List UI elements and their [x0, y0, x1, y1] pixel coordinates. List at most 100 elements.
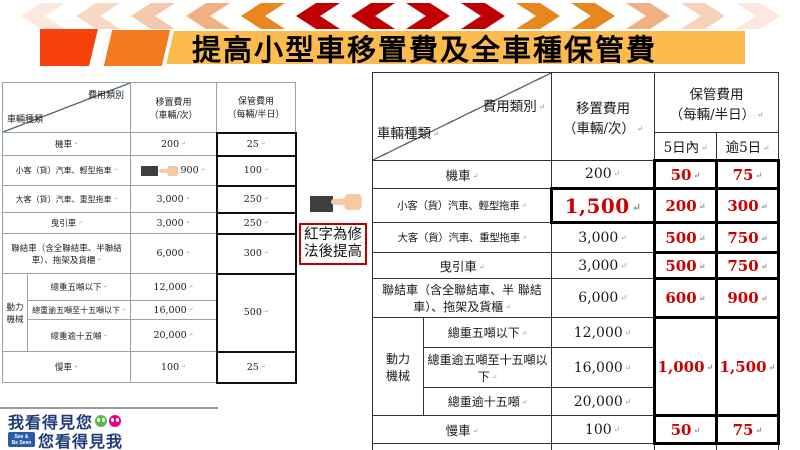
fee-table-old: 費用類別 車輛種類 移置費用 （車輛/次） 保管費用 （每輛/半日） 機車 20…: [2, 82, 297, 384]
vehicle-label: 總重逾十五噸: [27, 319, 131, 352]
vehicle-label: 曳引車: [372, 252, 552, 279]
fee-category-label: 費用類別: [483, 95, 545, 115]
footer-divider: [0, 407, 218, 409]
storage-value: 500: [215, 272, 297, 353]
relocation-header: 移置費用 （車輛/次）: [551, 72, 655, 161]
redaction-box: [310, 196, 333, 212]
right-chevron-icon: [735, 3, 780, 29]
storage-header: 保管費用 （每輛/半日）: [654, 72, 779, 133]
relocation-value: 16,000: [130, 300, 217, 320]
banner-orange-shape: [99, 30, 175, 66]
diagonal-header-cell: 費用類別 車輛種類: [2, 82, 131, 133]
right-chevron-icon: [680, 3, 725, 29]
right-chevron-icon: [625, 3, 670, 29]
chevron-band: [0, 3, 800, 29]
storage-within5-value: 50: [653, 159, 718, 190]
power-machinery-label: 動力機械: [2, 273, 28, 352]
redaction-box: [141, 165, 159, 176]
storage-value: 250: [215, 211, 297, 235]
vehicle-type-label: 車輛種類: [7, 115, 44, 125]
relocation-value: 100: [130, 351, 217, 383]
left-chevron-icon: [295, 3, 340, 29]
vehicle-label: 大客（貨）汽車、重型拖車: [372, 222, 552, 253]
over-5-days-header: 逾5日: [716, 132, 779, 161]
right-chevron-icon: [570, 3, 615, 29]
storage-within5-value: 200: [653, 187, 718, 224]
storage-value: 25: [215, 131, 297, 157]
storage-value: 100: [215, 154, 297, 187]
vehicle-label: 總重逾十五噸: [423, 387, 552, 416]
title-banner-bar: 提高小型車移置費及全車種保管費: [164, 31, 745, 64]
relocation-value: 16,000: [551, 347, 655, 388]
vehicle-label: 機車: [372, 160, 552, 189]
annotation-note: 紅字為修法後提高: [299, 223, 367, 265]
badge-text-line2: Be Seen: [11, 439, 32, 446]
left-chevron-icon: [350, 3, 395, 29]
within-5-days-header: 5日內: [654, 132, 717, 161]
logo-text-line1: 我看得見您: [8, 414, 94, 432]
storage-over5-value: 75: [715, 414, 780, 445]
left-chevron-icon: [20, 3, 65, 29]
relocation-value: 900: [180, 165, 205, 176]
vehicle-label: 慢車: [2, 351, 131, 383]
relocation-value: 3,000: [551, 222, 655, 253]
storage-value: 25: [215, 350, 297, 384]
pointing-hand-icon: [331, 194, 362, 210]
logo: 我看得見您 See & Be Seen 您看得見我: [8, 411, 124, 450]
relocation-value: 200: [551, 160, 655, 189]
title-banner: 提高小型車移置費及全車種保管費: [0, 29, 800, 67]
relocation-value: 3,000: [130, 185, 217, 213]
slide-title: 提高小型車移置費及全車種保管費: [192, 34, 658, 67]
relocation-value: 100: [551, 415, 655, 444]
relocation-value: 12,000: [551, 317, 655, 348]
storage-value: 250: [215, 184, 297, 214]
see-be-seen-badge: See & Be Seen: [8, 432, 35, 447]
power-machinery-label: 動力機械: [372, 317, 424, 416]
vehicle-label: 總重逾五噸至十五噸以下: [27, 300, 131, 320]
storage-header: 保管費用 （每輛/半日）: [216, 82, 296, 133]
storage-within5-value: 600: [653, 277, 718, 319]
diagonal-line: [373, 73, 551, 160]
green-face-icon: [95, 414, 108, 427]
storage-over5-value: 750: [715, 221, 780, 254]
relocation-value: 12,000: [130, 273, 217, 301]
storage-over5-value: 75: [715, 159, 780, 190]
relocation-cell: 900: [130, 155, 217, 186]
diagonal-header-cell: 費用類別 車輛種類: [372, 72, 552, 161]
vehicle-label: 機車: [2, 132, 131, 156]
storage-value: 300: [215, 232, 297, 275]
left-chevron-icon: [240, 3, 285, 29]
pink-face-icon: [109, 414, 122, 427]
vehicle-label: 聯結車（含全聯結車、半 聯結 車）、拖架及貨櫃: [372, 278, 552, 318]
cut-off-row: [372, 443, 552, 450]
badge-text-line1: See &: [14, 433, 29, 440]
vehicle-label: 總重逾五噸至十五噸以下: [423, 347, 552, 388]
relocation-value: 20,000: [551, 387, 655, 416]
right-chevron-icon: [405, 3, 450, 29]
relocation-value: 3,000: [551, 252, 655, 279]
vehicle-label: 慢車: [372, 415, 552, 444]
left-chevron-icon: [75, 3, 120, 29]
storage-within5-value: 500: [653, 251, 718, 280]
relocation-value: 20,000: [130, 319, 217, 352]
vehicle-label: 聯結車（含全聯結車、半聯結 車）、拖架及貨櫃: [2, 233, 131, 274]
vehicle-label: 總重五噸以下: [27, 273, 131, 301]
left-chevron-icon: [185, 3, 230, 29]
storage-within5-value: 50: [653, 414, 718, 445]
storage-over5-value: 900: [715, 277, 780, 319]
storage-over5-value: 750: [715, 251, 780, 280]
vehicle-label: 總重五噸以下: [423, 317, 552, 348]
diagonal-line: [3, 83, 130, 132]
relocation-value: 200: [130, 132, 217, 156]
fee-table-new: 費用類別 車輛種類 移置費用 （車輛/次） 保管費用 （每輛/半日） 5日內 逾…: [372, 72, 780, 450]
banner-red-shape: [40, 29, 98, 66]
logo-text-line2: 您看得見我: [38, 433, 124, 450]
storage-within5-value: 1,000: [653, 316, 718, 417]
vehicle-label: 小客（貨）汽車、輕型拖車: [2, 155, 131, 186]
storage-over5-value: 1,500: [715, 316, 780, 417]
right-chevron-icon: [460, 3, 505, 29]
relocation-header: 移置費用 （車輛/次）: [130, 82, 217, 133]
right-chevron-icon: [515, 3, 560, 29]
vehicle-type-label: 車輛種類: [377, 122, 439, 142]
